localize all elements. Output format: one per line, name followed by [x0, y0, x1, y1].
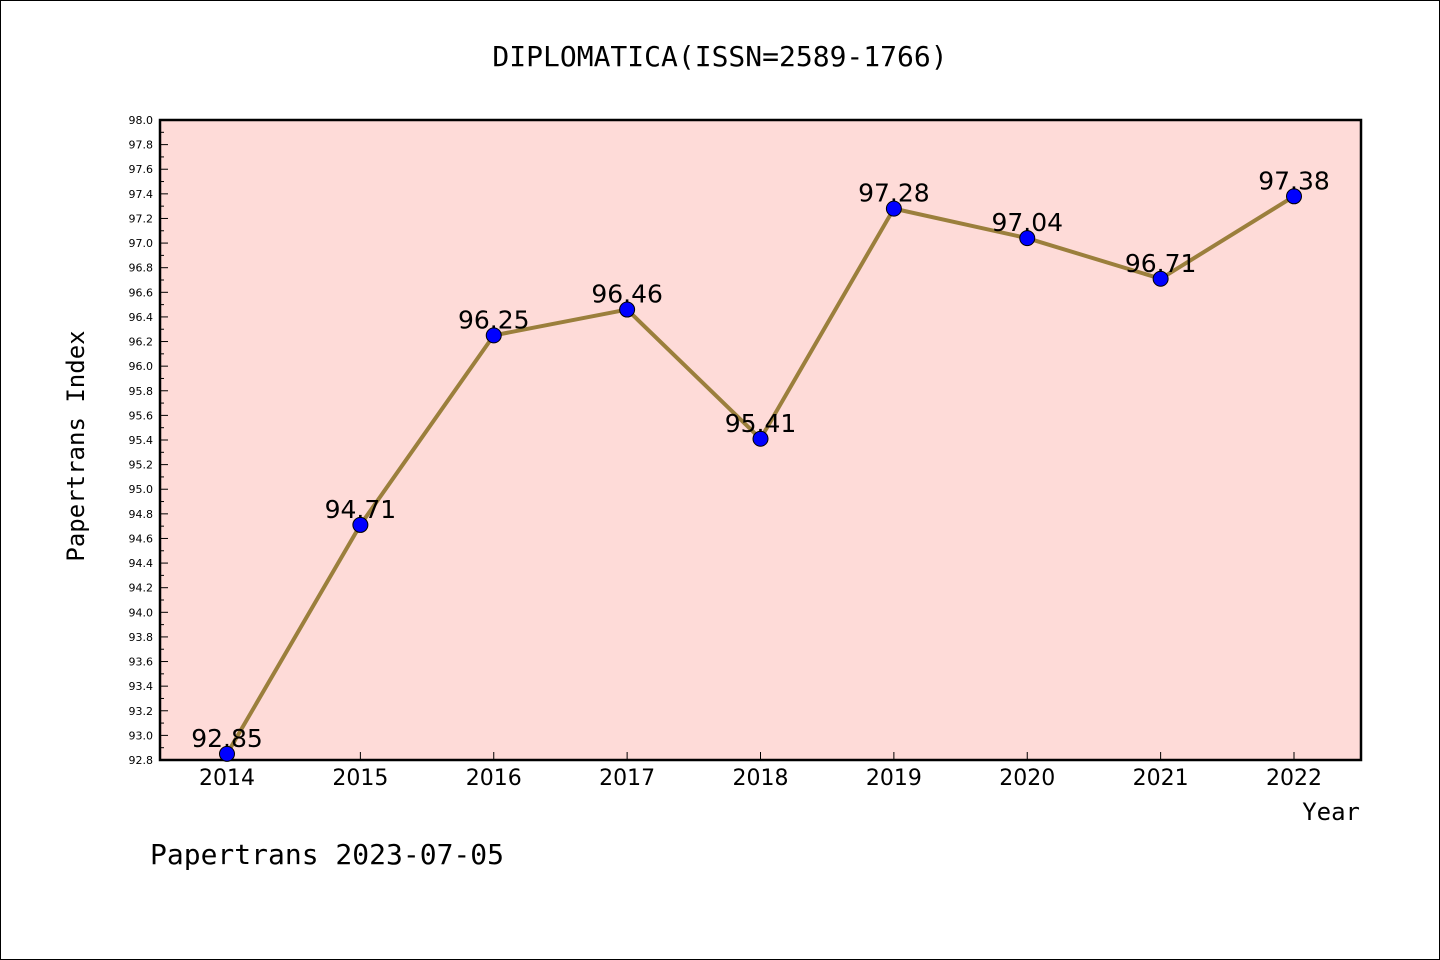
- x-tick-label: 2015: [332, 766, 388, 791]
- y-tick-label: 95.2: [129, 459, 154, 472]
- data-label: 97.28: [858, 179, 930, 208]
- data-label: 95.41: [725, 409, 797, 438]
- x-tick-label: 2022: [1266, 766, 1322, 791]
- y-tick-label: 97.4: [129, 188, 154, 201]
- data-point: [1152, 270, 1169, 287]
- y-tick-label: 96.2: [129, 336, 154, 349]
- y-tick-label: 93.2: [129, 705, 154, 718]
- data-point: [752, 430, 769, 447]
- data-point: [219, 745, 235, 762]
- y-tick-label: 97.0: [129, 237, 154, 250]
- y-tick-label: 95.6: [129, 409, 154, 422]
- data-label: 96.46: [591, 280, 663, 309]
- y-tick-label: 98.0: [129, 114, 154, 127]
- y-axis: 92.8 93.0 93.2 93.4 93.6 93.8 94.0 94.2 94.4 94.6…: [129, 114, 168, 767]
- data-label: 96.71: [1125, 249, 1197, 278]
- y-tick-label: 93.0: [129, 729, 154, 742]
- y-tick-label: 95.0: [129, 483, 154, 496]
- y-tick-label: 93.8: [129, 631, 154, 644]
- series-line-group: [219, 188, 1302, 762]
- x-tick-label: 2018: [733, 766, 789, 791]
- y-tick-label: 96.8: [129, 262, 154, 275]
- data-point: [885, 200, 902, 217]
- chart-title: DIPLOMATICA(ISSN=2589-1766): [492, 40, 947, 73]
- x-axis-label: Year: [1302, 798, 1360, 826]
- y-tick-label: 92.8: [129, 754, 154, 767]
- y-tick-label: 94.6: [129, 532, 154, 545]
- y-tick-label: 94.8: [129, 508, 154, 521]
- data-point: [1286, 188, 1302, 205]
- y-tick-label: 94.0: [129, 606, 154, 619]
- data-label: 97.38: [1258, 166, 1330, 195]
- y-tick-label: 93.6: [129, 656, 154, 669]
- data-labels: 92.85 94.71 96.25 96.46 95.41 97.28 97.04 96.71…: [191, 166, 1330, 753]
- data-point: [619, 301, 636, 318]
- y-tick-label: 96.6: [129, 286, 154, 299]
- y-tick-label: 97.6: [129, 163, 154, 176]
- data-point: [1019, 230, 1036, 247]
- x-tick-label: 2019: [866, 766, 922, 791]
- x-tick-label: 2014: [199, 766, 255, 791]
- y-axis-label: Papertrans Index: [62, 330, 90, 561]
- data-label: 96.25: [458, 305, 530, 334]
- x-axis: 2014 2015 2016 2017 2018 2019 2020 2021 2022: [199, 752, 1322, 791]
- x-tick-label: 2020: [999, 766, 1055, 791]
- y-tick-label: 94.2: [129, 582, 154, 595]
- y-tick-label: 97.2: [129, 212, 154, 225]
- y-tick-label: 96.0: [129, 360, 154, 373]
- data-label: 92.85: [191, 724, 263, 753]
- y-tick-label: 94.4: [129, 557, 154, 570]
- y-tick-label: 97.8: [129, 139, 154, 152]
- y-tick-label: 93.4: [129, 680, 154, 693]
- data-label: 97.04: [991, 208, 1063, 237]
- data-point: [485, 327, 502, 344]
- x-tick-label: 2017: [599, 766, 655, 791]
- data-label: 94.71: [325, 495, 397, 524]
- data-point: [352, 516, 369, 533]
- footer-text: Papertrans 2023-07-05: [150, 838, 504, 871]
- x-tick-label: 2016: [466, 766, 522, 791]
- y-tick-label: 96.4: [129, 311, 154, 324]
- y-tick-label: 95.8: [129, 385, 154, 398]
- y-tick-label: 95.4: [129, 434, 154, 447]
- x-tick-label: 2021: [1133, 766, 1189, 791]
